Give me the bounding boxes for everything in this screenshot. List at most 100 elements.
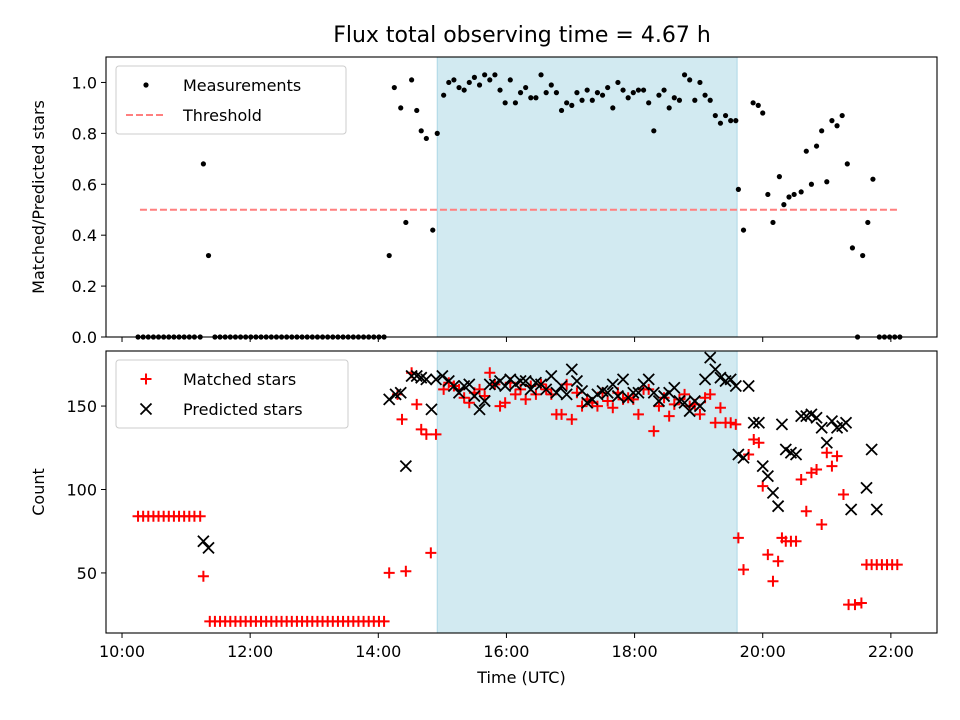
measurement-point (599, 92, 606, 98)
measurement-point (707, 97, 713, 103)
measurement-point (574, 90, 580, 96)
y-axis-label: Matched/Predicted stars (29, 100, 48, 294)
matched-star-point (653, 400, 665, 412)
measurement-point (451, 77, 457, 83)
matched-star-point (591, 400, 603, 412)
predicted-star-point (860, 481, 873, 494)
predicted-star-point (795, 409, 808, 423)
measurement-point (798, 189, 804, 195)
matched-star-point (430, 428, 442, 440)
measurement-point (543, 90, 549, 96)
matched-star-point (694, 408, 706, 420)
measurement-point (466, 79, 472, 86)
predicted-star-point (704, 351, 717, 364)
matched-star-point (790, 535, 802, 547)
x-tick-label: 20:00 (740, 642, 786, 661)
predicted-star-point (724, 373, 737, 386)
predicted-star-point (742, 379, 755, 393)
matched-star-point (479, 390, 491, 402)
measurement-point (620, 87, 626, 93)
measurement-point (765, 191, 771, 198)
matched-star-point (816, 519, 828, 531)
y-tick-label: 150 (66, 397, 97, 416)
measurement-point (461, 87, 467, 93)
measurement-point (865, 219, 871, 226)
predicted-star-point (524, 383, 537, 396)
measurement-point (564, 100, 570, 106)
predicted-star-point (197, 535, 210, 548)
predicted-star-point (560, 388, 573, 401)
matched-star-point (420, 428, 432, 440)
measurement-point (803, 148, 809, 154)
x-tick-label: 12:00 (227, 642, 273, 661)
y-tick-label: 100 (66, 480, 97, 499)
predicted-star-point (815, 421, 828, 434)
measurement-point (819, 128, 825, 134)
measurement-point (870, 176, 876, 182)
matched-star-point (855, 597, 867, 609)
matched-star-point (194, 510, 206, 522)
predicted-star-point (575, 384, 589, 398)
y-tick-label: 0.2 (72, 277, 97, 296)
measurement-point (625, 95, 631, 101)
measurement-point (640, 87, 647, 93)
y-tick-label: 0.8 (72, 124, 97, 143)
predicted-star-point (761, 470, 774, 483)
predicted-star-point (540, 383, 553, 396)
measurement-point (487, 77, 493, 83)
predicted-star-point (810, 411, 823, 424)
measurement-point (635, 87, 642, 93)
y-axis-label: Count (29, 468, 48, 516)
measurement-point (548, 82, 554, 88)
predicted-star-point (514, 374, 527, 388)
measurement-point (403, 219, 409, 226)
matched-star-point (663, 410, 675, 422)
measurement-point (681, 72, 688, 78)
predicted-star-point (399, 459, 412, 473)
predicted-star-point (473, 403, 486, 416)
x-tick-label: 16:00 (483, 642, 529, 661)
matched-star-point (704, 388, 716, 400)
measurement-point (418, 128, 424, 134)
predicted-star-point (499, 379, 512, 393)
measurement-point (740, 227, 747, 233)
predicted-star-point (601, 386, 614, 399)
measurement-point (200, 161, 206, 167)
matched-star-point (556, 408, 568, 420)
measurement-point (692, 97, 698, 103)
measurement-point (786, 194, 792, 200)
y-tick-label: 0.6 (72, 175, 97, 194)
matched-star-point (709, 417, 721, 429)
measurement-point (386, 252, 392, 259)
predicted-star-point (678, 396, 691, 409)
measurement-point (584, 87, 590, 93)
measurement-point (656, 92, 662, 98)
matched-star-point (474, 383, 486, 395)
predicted-star-point (616, 373, 630, 386)
matched-star-point (732, 532, 744, 544)
matched-star-point (509, 388, 521, 400)
measurement-point (589, 97, 595, 103)
matched-star-point (607, 402, 619, 414)
measurement-point (697, 79, 703, 86)
y-tick-label: 0.0 (72, 328, 97, 347)
matched-star-point (767, 575, 779, 587)
x-tick-label: 10:00 (99, 642, 145, 661)
measurement-point (671, 95, 677, 101)
matched-star-point (484, 367, 496, 379)
predicted-star-point (405, 369, 418, 383)
matched-star-point (795, 473, 807, 485)
measurement-point (558, 107, 565, 114)
measurement-point (849, 245, 856, 251)
x-tick-label: 14:00 (355, 642, 401, 661)
legend-marker-predicted (139, 402, 153, 416)
measurement-point (528, 95, 534, 101)
measurement-point (760, 110, 766, 116)
predicted-star-point (425, 403, 438, 416)
measurement-point (733, 118, 739, 124)
measurement-point (615, 79, 621, 86)
legend-box (115, 65, 347, 135)
matched-star-point (425, 547, 437, 559)
matched-star-point (730, 418, 742, 430)
measurement-point (781, 202, 787, 208)
